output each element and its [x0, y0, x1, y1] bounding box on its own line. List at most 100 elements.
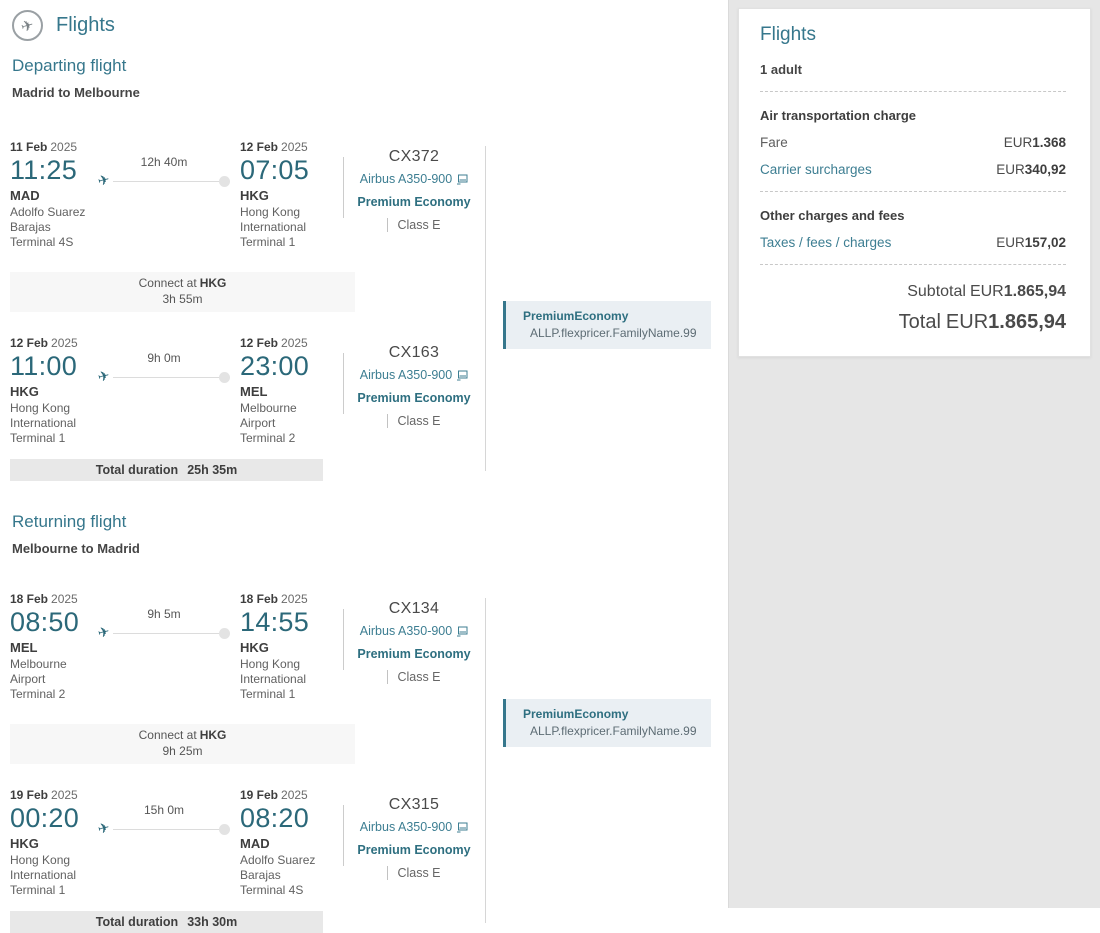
- taxes-fees-link[interactable]: Taxes / fees / charges: [760, 235, 892, 250]
- segment-divider: [343, 157, 344, 218]
- departure-date-day: 11 Feb: [10, 140, 48, 154]
- total-value: 1.865,94: [988, 311, 1066, 333]
- arrival-date: 12 Feb 2025: [240, 336, 343, 350]
- flight-path: 9h 0m ✈: [96, 336, 240, 387]
- section-divider: [485, 146, 486, 471]
- arrival-time: 14:55: [240, 607, 310, 637]
- fare-amount: EUR1.368: [1004, 135, 1066, 150]
- open-window-icon: [457, 370, 468, 380]
- connection-prefix: Connect at: [138, 276, 197, 290]
- arrival-airport-code: MEL: [240, 384, 268, 399]
- connection-duration: 9h 25m: [162, 744, 203, 758]
- aircraft-link[interactable]: Airbus A350-900: [360, 820, 468, 834]
- arrival-block: 18 Feb 2025 14:55 HKG Hong Kong Internati…: [240, 592, 343, 702]
- passenger-count: 1 adult: [760, 62, 802, 77]
- connection-duration: 3h 55m: [162, 292, 203, 306]
- flight-segment: 12 Feb 2025 11:00 HKG Hong Kong Internati…: [10, 336, 728, 446]
- flight-path: 15h 0m ✈: [96, 788, 240, 839]
- arrival-airport-name: Melbourne Airport: [240, 401, 297, 430]
- airplane-icon: ✈: [96, 171, 112, 191]
- fare-family-badge: PremiumEconomy ALLP.flexpricer.FamilyNam…: [503, 301, 711, 349]
- departure-block: 11 Feb 2025 11:25 MAD Adolfo Suarez Baraj…: [10, 140, 96, 250]
- taxes-amount: EUR157,02: [996, 235, 1066, 250]
- flight-number: CX372: [388, 148, 440, 165]
- price-summary-card: Flights 1 adult Air transportation charg…: [738, 8, 1091, 357]
- booking-class: Class E: [387, 670, 441, 684]
- route-endpoint-dot: [219, 371, 230, 383]
- aircraft-link[interactable]: Airbus A350-900: [360, 172, 468, 186]
- flight-duration: 15h 0m: [143, 803, 185, 817]
- route-line: [112, 180, 219, 182]
- total-duration-value: 33h 30m: [187, 915, 238, 929]
- cabin-class: Premium Economy: [357, 391, 471, 405]
- arrival-airport-code: HKG: [240, 188, 269, 203]
- aircraft-name: Airbus A350-900: [359, 172, 453, 186]
- departure-date-day: 18 Feb: [10, 592, 49, 606]
- other-charges-heading: Other charges and fees: [760, 208, 905, 223]
- connection-airport: HKG: [199, 728, 227, 742]
- departure-time: 11:25: [10, 155, 78, 185]
- route-line: [112, 828, 219, 830]
- departure-block: 19 Feb 2025 00:20 HKG Hong Kong Internati…: [10, 788, 96, 898]
- departure-airport-code: MEL: [10, 640, 38, 655]
- flight-details: CX163 Airbus A350-900 Premium Economy Cl…: [344, 336, 484, 430]
- departure-airport-code: MAD: [10, 188, 40, 203]
- departure-date: 18 Feb 2025: [10, 592, 96, 606]
- section-divider: [485, 598, 486, 923]
- arrival-date: 12 Feb 2025: [240, 140, 343, 154]
- flight-path: 12h 40m ✈: [96, 140, 240, 191]
- arrival-time: 08:20: [240, 803, 310, 833]
- fare-label: Fare: [760, 135, 788, 150]
- total-duration-label: Total duration: [95, 463, 179, 477]
- airplane-icon: ✈: [96, 367, 112, 387]
- arrival-airport-name: Adolfo Suarez Barajas: [240, 853, 316, 882]
- currency: EUR: [969, 283, 1004, 300]
- departure-airport-name: Hong Kong International: [10, 853, 77, 882]
- fare-family-code: ALLP.flexpricer.FamilyName.99: [530, 326, 697, 340]
- departure-time: 11:00: [10, 351, 78, 381]
- flight-details: CX134 Airbus A350-900 Premium Economy Cl…: [344, 592, 484, 686]
- carrier-surcharges-amount: EUR340,92: [996, 162, 1066, 177]
- aircraft-link[interactable]: Airbus A350-900: [360, 368, 468, 382]
- currency: EUR: [996, 162, 1025, 177]
- departure-block: 18 Feb 2025 08:50 MEL Melbourne Airport T…: [10, 592, 96, 702]
- carrier-surcharges-row: Carrier surcharges EUR340,92: [760, 162, 1066, 177]
- aircraft-name: Airbus A350-900: [359, 820, 453, 834]
- departure-date-day: 19 Feb: [10, 788, 49, 802]
- arrival-block: 12 Feb 2025 07:05 HKG Hong Kong Internati…: [240, 140, 343, 250]
- total-duration-value: 25h 35m: [187, 463, 238, 477]
- flights-header: ✈ Flights: [12, 10, 728, 41]
- fare-family-code: ALLP.flexpricer.FamilyName.99: [530, 724, 697, 738]
- arrival-date-year: 2025: [281, 592, 308, 606]
- arrival-time: 23:00: [240, 351, 310, 381]
- arrival-terminal: Terminal 1: [240, 687, 296, 701]
- amount-value: 1.368: [1032, 135, 1066, 150]
- arrival-date-year: 2025: [281, 336, 308, 350]
- connection-airport: HKG: [199, 276, 227, 290]
- arrival-airport-code: HKG: [240, 640, 269, 655]
- fare-family-badge: PremiumEconomy ALLP.flexpricer.FamilyNam…: [503, 699, 711, 747]
- summary-title: Flights: [760, 24, 816, 45]
- open-window-icon: [457, 174, 468, 184]
- aircraft-name: Airbus A350-900: [359, 368, 453, 382]
- taxes-row: Taxes / fees / charges EUR157,02: [760, 235, 1066, 250]
- carrier-surcharges-link[interactable]: Carrier surcharges: [760, 162, 872, 177]
- booking-class: Class E: [387, 414, 441, 428]
- arrival-date: 19 Feb 2025: [240, 788, 343, 802]
- returning-route-subtitle: Melbourne to Madrid: [12, 541, 140, 556]
- amount-value: 157,02: [1024, 235, 1066, 250]
- segment-divider: [343, 353, 344, 414]
- departure-date: 11 Feb 2025: [10, 140, 96, 154]
- cabin-class: Premium Economy: [357, 647, 471, 661]
- cabin-class: Premium Economy: [357, 195, 471, 209]
- route-endpoint-dot: [219, 627, 230, 639]
- booking-class: Class E: [387, 866, 441, 880]
- cabin-class: Premium Economy: [357, 843, 471, 857]
- departure-date-year: 2025: [51, 336, 78, 350]
- segment-divider: [343, 805, 344, 866]
- airplane-icon: ✈: [96, 819, 112, 839]
- aircraft-link[interactable]: Airbus A350-900: [360, 624, 468, 638]
- arrival-terminal: Terminal 4S: [240, 883, 304, 897]
- currency: EUR: [996, 235, 1025, 250]
- departure-date-year: 2025: [51, 788, 78, 802]
